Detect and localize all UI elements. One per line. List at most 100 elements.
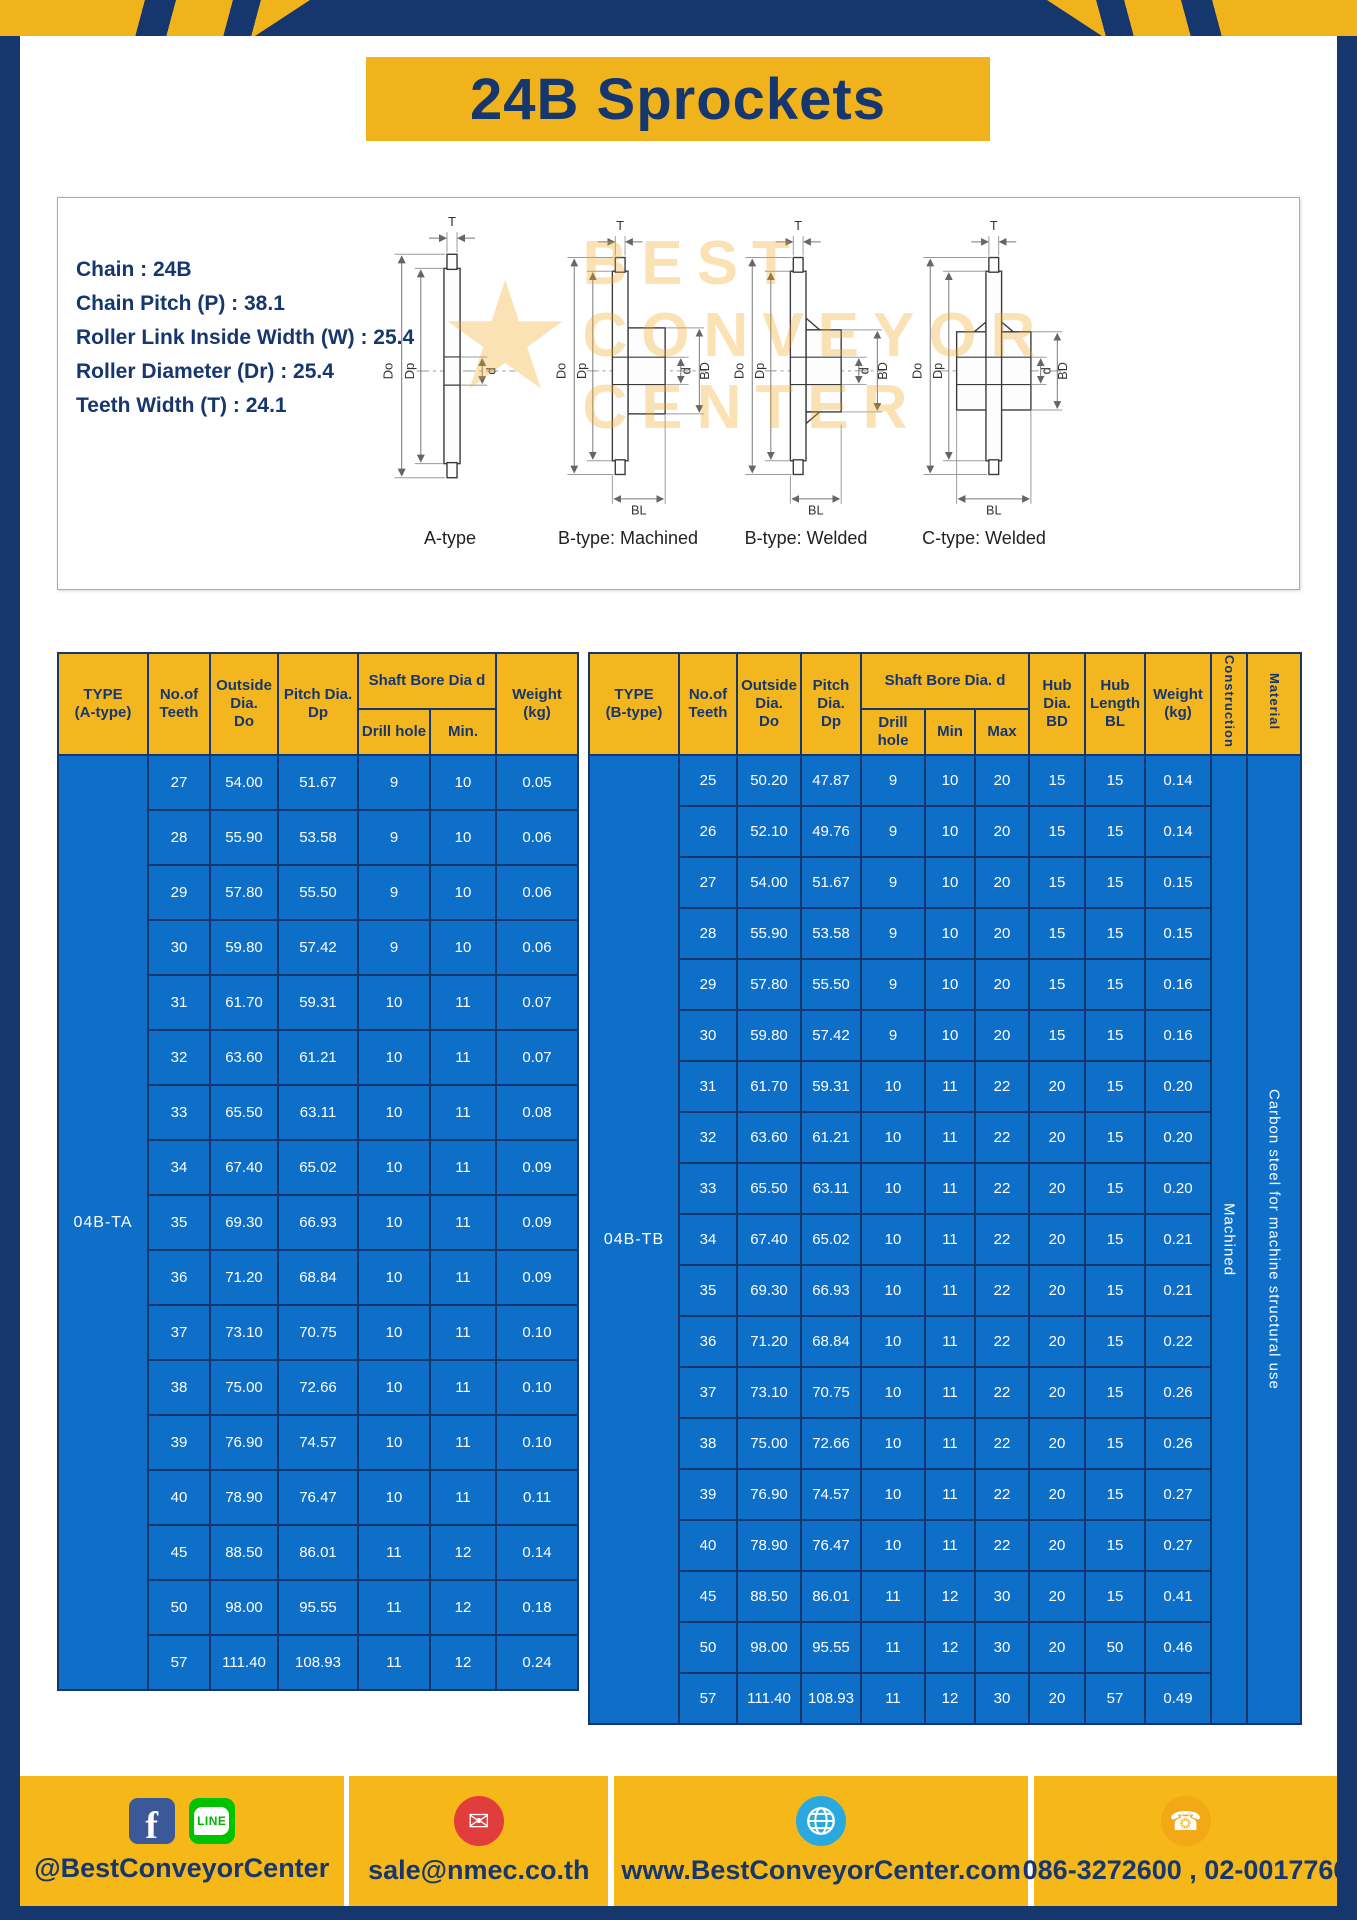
table-row: 57 111.40 108.93 11 12 0.24: [58, 1634, 579, 1691]
footer-contact-bar: f LINE @BestConveyorCenter ✉ sale@nmec.c…: [20, 1776, 1348, 1906]
header-hub-dia: Hub Dia. BD: [1028, 652, 1086, 756]
table-cell: 63.11: [800, 1162, 862, 1215]
table-cell: 0.24: [495, 1634, 579, 1691]
table-cell: 11: [429, 1194, 497, 1251]
table-cell: 10: [429, 864, 497, 921]
table-cell: 34: [678, 1213, 738, 1266]
table-row: 34 67.40 65.02 10 11 0.09: [58, 1139, 579, 1196]
table-cell: 15: [1084, 1162, 1146, 1215]
table-cell: 11: [924, 1111, 976, 1164]
table-cell: 51.67: [277, 754, 359, 811]
dim-label-bd: BD: [876, 362, 890, 380]
header-shaft-bore: Shaft Bore Dia. d: [860, 652, 1030, 710]
header-shaft-bore: Shaft Bore Dia d: [357, 652, 497, 710]
table-cell: 53.58: [800, 907, 862, 960]
table-cell: 0.27: [1144, 1519, 1212, 1572]
diagram-panel: Chain : 24B Chain Pitch (P) : 38.1 Rolle…: [57, 197, 1300, 590]
table-cell: 35: [147, 1194, 211, 1251]
table-cell: 11: [429, 1469, 497, 1526]
table-cell: 9: [860, 856, 926, 909]
email-text: sale@nmec.co.th: [368, 1855, 590, 1885]
website-text: www.BestConveyorCenter.com: [621, 1855, 1021, 1885]
table-cell: 9: [860, 907, 926, 960]
dim-label-bl: BL: [986, 504, 1002, 518]
top-left-stripes: [0, 0, 310, 36]
table-cell: 10: [357, 1359, 431, 1416]
table-cell: 22: [974, 1264, 1030, 1317]
table-cell: 61.70: [736, 1060, 802, 1113]
dim-label-do: Do: [910, 363, 924, 379]
table-cell: 11: [357, 1579, 431, 1636]
table-cell: 55.90: [736, 907, 802, 960]
table-cell: 15: [1084, 907, 1146, 960]
table-cell: 0.15: [1144, 907, 1212, 960]
table-row: 50 98.00 95.55 11 12 0.18: [58, 1579, 579, 1636]
table-cell: 65.02: [800, 1213, 862, 1266]
table-cell: 50: [147, 1579, 211, 1636]
footer-email-section: ✉ sale@nmec.co.th: [349, 1776, 608, 1906]
dim-label-d: d: [680, 367, 694, 374]
table-cell: 50: [1084, 1621, 1146, 1674]
table-cell: 78.90: [736, 1519, 802, 1572]
table-row: 50 98.00 95.55 11 12 30 20 50 0.46: [589, 1621, 1301, 1674]
table-cell: 11: [357, 1634, 431, 1691]
table-cell: 95.55: [277, 1579, 359, 1636]
table-cell: 66.93: [277, 1194, 359, 1251]
sprocket-diagrams: T Do Dp d A-type: [361, 210, 1073, 582]
type-label-cell: 04B-TA: [57, 754, 149, 1691]
table-cell: 9: [860, 1009, 926, 1062]
table-row: 40 78.90 76.47 10 11 22 20 15 0.27: [589, 1519, 1301, 1572]
table-cell: 20: [1028, 1621, 1086, 1674]
table-cell: 35: [678, 1264, 738, 1317]
diagram-label: B-type: Machined: [557, 528, 699, 548]
table-cell: 11: [924, 1213, 976, 1266]
dim-label-dp: Dp: [402, 363, 417, 380]
table-cell: 65.50: [209, 1084, 279, 1141]
table-row: 36 71.20 68.84 10 11 0.09: [58, 1249, 579, 1306]
table-cell: 59.31: [277, 974, 359, 1031]
table-cell: 11: [429, 1139, 497, 1196]
table-cell: 75.00: [736, 1417, 802, 1470]
table-cell: 0.20: [1144, 1111, 1212, 1164]
table-cell: 57: [678, 1672, 738, 1725]
table-row: 45 88.50 86.01 11 12 0.14: [58, 1524, 579, 1581]
table-cell: 10: [860, 1417, 926, 1470]
dim-label-d: d: [483, 367, 498, 374]
table-cell: 61.21: [800, 1111, 862, 1164]
diagram-b-type-machined: T Do Dp d BD: [539, 210, 717, 582]
dim-label-bl: BL: [808, 504, 824, 518]
dim-label-dp: Dp: [753, 363, 767, 379]
table-cell: 76.90: [736, 1468, 802, 1521]
spec-line: Chain : 24B: [76, 258, 192, 281]
table-row: 31 61.70 59.31 10 11 0.07: [58, 974, 579, 1031]
table-cell: 20: [1028, 1519, 1086, 1572]
chain-specs: Chain : 24B Chain Pitch (P) : 38.1 Rolle…: [76, 253, 414, 423]
table-cell: 59.31: [800, 1060, 862, 1113]
sprocket-drawing-b-machined-icon: T Do Dp d BD: [554, 219, 712, 517]
table-cell: 11: [429, 1414, 497, 1471]
table-cell: 15: [1084, 1570, 1146, 1623]
type-label-cell: 04B-TB: [588, 754, 680, 1725]
table-cell: 36: [147, 1249, 211, 1306]
table-cell: 15: [1084, 958, 1146, 1011]
table-cell: 30: [974, 1672, 1030, 1725]
table-cell: 68.84: [800, 1315, 862, 1368]
table-cell: 37: [678, 1366, 738, 1419]
table-cell: 37: [147, 1304, 211, 1361]
table-cell: 15: [1084, 1519, 1146, 1572]
spec-line: Teeth Width (T) : 24.1: [76, 394, 287, 417]
table-cell: 0.14: [1144, 754, 1212, 807]
sprocket-drawing-b-welded-icon: T Do Dp d BD: [732, 219, 890, 518]
globe-icon: [796, 1796, 847, 1846]
table-cell: 15: [1084, 1111, 1146, 1164]
table-row: 38 75.00 72.66 10 11 22 20 15 0.26: [589, 1417, 1301, 1470]
table-cell: 111.40: [209, 1634, 279, 1691]
dim-label-dp: Dp: [931, 363, 945, 379]
table-cell: 20: [1028, 1111, 1086, 1164]
table-cell: 15: [1028, 805, 1086, 858]
table-cell: 88.50: [209, 1524, 279, 1581]
table-cell: 12: [429, 1634, 497, 1691]
table-cell: 29: [678, 958, 738, 1011]
diagram-a-type: T Do Dp d A-type: [361, 210, 539, 582]
table-cell: 10: [429, 919, 497, 976]
